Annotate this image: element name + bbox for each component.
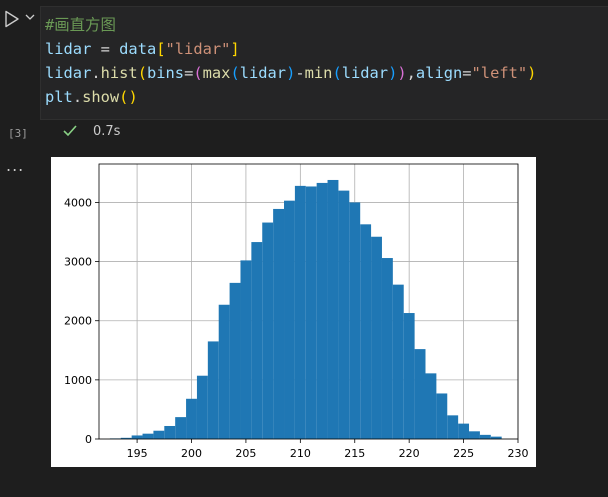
code-token: lidar [45, 64, 92, 82]
code-token: bins [146, 64, 185, 82]
code-token: align [415, 64, 463, 82]
code-token: ) [286, 64, 296, 82]
histogram-bar [207, 341, 219, 439]
histogram-bar [316, 182, 328, 439]
execution-time: 0.7s [93, 124, 121, 139]
code-token: , [406, 64, 416, 82]
x-tick-label: 215 [344, 447, 365, 460]
histogram-chart: 195 200 205 210 215 220 225 230 0 1000 2000 3000 400… [64, 163, 529, 460]
code-token: ( [332, 64, 342, 82]
code-token: "left" [471, 64, 528, 82]
code-token: = [91, 40, 120, 58]
histogram-bar [240, 260, 252, 439]
code-token: ) [397, 64, 407, 82]
histogram-bar [153, 430, 165, 439]
x-tick-label: 225 [453, 447, 474, 460]
code-token: ) [388, 64, 398, 82]
output-more-icon[interactable]: ... [6, 156, 25, 175]
code-token: = [184, 64, 194, 82]
histogram-bar [294, 185, 306, 439]
code-token: max [202, 64, 231, 82]
code-token: ] [230, 40, 240, 58]
run-cell-icon[interactable] [4, 10, 20, 28]
code-token: #画直方图 [45, 16, 116, 34]
y-tick-label: 3000 [64, 256, 92, 269]
x-tick-label: 205 [235, 447, 256, 460]
histogram-bar [120, 437, 132, 439]
histogram-bar [186, 398, 197, 439]
check-icon [63, 125, 77, 137]
histogram-bar [436, 393, 448, 439]
histogram-bar [458, 423, 470, 439]
code-token: min [304, 64, 333, 82]
histogram-bar [218, 304, 230, 439]
code-token: [ [156, 40, 166, 58]
code-editor[interactable]: #画直方图 lidar = data["lidar"] lidar.hist(bin… [45, 13, 536, 109]
x-tick-label: 210 [290, 447, 311, 460]
histogram-bar [262, 222, 274, 439]
plot-frame [98, 163, 519, 440]
y-tick-label: 4000 [64, 196, 92, 209]
histogram-bar [338, 190, 350, 439]
x-tick-label: 195 [127, 447, 148, 460]
code-line: plt.show() [45, 85, 536, 109]
code-token: ( [230, 64, 240, 82]
y-tick-label: 1000 [64, 374, 92, 387]
x-tick-label: 220 [399, 447, 420, 460]
histogram-bar [131, 435, 143, 439]
y-tick-label: 0 [85, 433, 92, 446]
code-token: "lidar" [165, 40, 231, 58]
histogram-bar [327, 179, 339, 439]
code-token: . [91, 64, 101, 82]
histogram-bar [414, 349, 426, 439]
code-token: ) [527, 64, 537, 82]
execution-count: [3] [8, 127, 28, 140]
code-token: lidar [45, 40, 92, 58]
code-token: - [295, 64, 305, 82]
x-tick-label: 230 [508, 447, 529, 460]
histogram-bar [229, 282, 241, 439]
y-tick-label: 2000 [64, 315, 92, 328]
histogram-bar [349, 202, 361, 439]
code-line: lidar.hist(bins=(max(lidar)-min(lidar)),… [45, 61, 536, 85]
code-token: plt [45, 88, 73, 106]
code-token: lidar [341, 64, 389, 82]
code-token: ( [137, 64, 147, 82]
histogram-bar [490, 436, 502, 439]
code-token: lidar [239, 64, 287, 82]
histogram-bar [479, 434, 491, 439]
code-token: ( [193, 64, 203, 82]
code-token: = [462, 64, 472, 82]
histogram-bar [371, 236, 382, 439]
histogram-bar [175, 417, 187, 439]
code-token: show [82, 88, 120, 106]
histogram-bar [251, 242, 263, 439]
histogram-bar [164, 425, 176, 439]
chevron-down-icon[interactable] [24, 12, 36, 22]
histogram-bar [284, 200, 295, 439]
x-tick-label: 200 [181, 447, 202, 460]
code-token: . [72, 88, 83, 106]
histogram-bar [447, 415, 459, 439]
histogram-bar [360, 224, 372, 439]
histogram-bar [196, 375, 208, 439]
code-line: #画直方图 [45, 13, 536, 37]
histogram-bar [425, 373, 437, 439]
histogram-bar [469, 431, 480, 439]
code-token: ) [128, 88, 138, 106]
histogram-bar [392, 284, 404, 439]
histogram-bar [403, 313, 415, 439]
histogram-bar [273, 208, 285, 439]
histogram-bar [381, 258, 393, 439]
code-token: ( [119, 88, 129, 106]
histogram-bar [142, 433, 154, 439]
histogram-bar [305, 186, 317, 439]
code-token: hist [100, 64, 138, 82]
code-cell[interactable] [40, 6, 608, 120]
code-line: lidar = data["lidar"] [45, 37, 536, 61]
code-token: data [119, 40, 157, 58]
output-image: 195 200 205 210 215 220 225 230 0 1000 2000 3000 400… [51, 157, 536, 467]
